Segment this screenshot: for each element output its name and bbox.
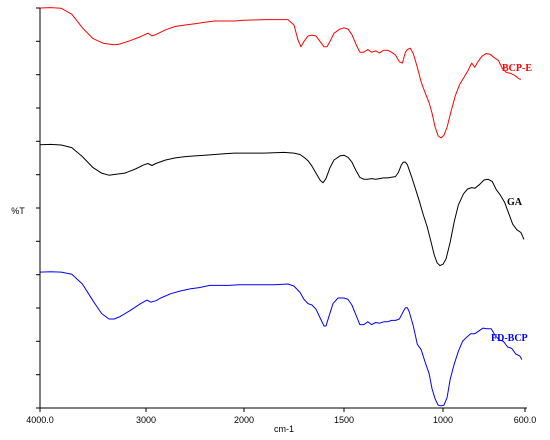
series-line-bcp-e: [39, 7, 522, 139]
series-label-fd-bcp: FD-BCP: [491, 333, 528, 344]
axis-layer: 4000.0 3000 2000 1500 1000 600.0: [26, 7, 536, 425]
series-layer: [39, 7, 525, 407]
y-axis-ticks: [36, 7, 40, 409]
series-label-ga: GA: [507, 197, 523, 208]
x-tick-label: 4000.0: [26, 415, 54, 425]
y-axis-title: %T: [11, 206, 25, 216]
x-tick-label: 2000: [234, 415, 254, 425]
x-tick-label: 600.0: [514, 415, 537, 425]
series-label-bcp-e: BCP-E: [502, 63, 532, 74]
x-tick-label: 1000: [433, 415, 453, 425]
series-line-ga: [39, 143, 525, 267]
x-tick-label: 3000: [136, 415, 156, 425]
series-label-layer: BCP-E GA FD-BCP: [491, 63, 532, 344]
x-axis-title: cm-1: [274, 424, 294, 434]
x-tick-label: 1500: [334, 415, 354, 425]
x-axis-ticks: 4000.0 3000 2000 1500 1000 600.0: [26, 408, 536, 425]
series-line-fd-bcp: [39, 271, 523, 407]
